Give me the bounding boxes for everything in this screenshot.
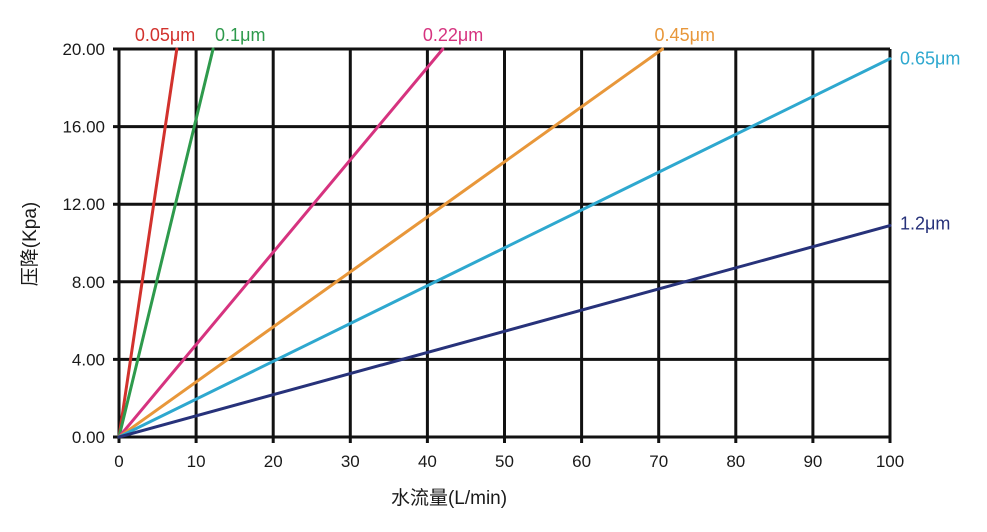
series-line bbox=[117, 47, 215, 439]
x-axis-ticks: 0 10 20 30 40 50 60 70 80 90 100 bbox=[114, 452, 904, 471]
y-axis-title: 压降(Kpa) bbox=[19, 202, 41, 286]
series-line bbox=[117, 224, 892, 439]
y-axis-ticks: 0.00 4.00 8.00 12.00 16.00 20.00 bbox=[62, 40, 105, 447]
y-tick-label: 12.00 bbox=[62, 195, 105, 214]
x-tick-label: 40 bbox=[418, 452, 437, 471]
x-tick-label: 70 bbox=[649, 452, 668, 471]
series-label: 1.2μm bbox=[900, 214, 950, 234]
grid bbox=[113, 47, 892, 443]
x-tick-label: 50 bbox=[495, 452, 514, 471]
x-tick-label: 30 bbox=[341, 452, 360, 471]
series-label: 0.65μm bbox=[900, 49, 960, 69]
y-tick-label: 16.00 bbox=[62, 118, 105, 137]
y-tick-label: 20.00 bbox=[62, 40, 105, 59]
series-label: 0.22μm bbox=[423, 25, 483, 45]
x-tick-label: 90 bbox=[803, 452, 822, 471]
series-label: 0.45μm bbox=[655, 25, 715, 45]
x-tick-label: 60 bbox=[572, 452, 591, 471]
series-line bbox=[117, 57, 892, 439]
y-tick-label: 0.00 bbox=[72, 428, 105, 447]
x-axis-title: 水流量(L/min) bbox=[391, 487, 507, 509]
y-tick-label: 8.00 bbox=[72, 273, 105, 292]
series-label: 0.1μm bbox=[215, 25, 265, 45]
x-tick-label: 100 bbox=[876, 452, 904, 471]
x-tick-label: 20 bbox=[264, 452, 283, 471]
series-lines bbox=[117, 47, 892, 439]
x-tick-label: 10 bbox=[187, 452, 206, 471]
series-labels: 0.05μm 0.1μm 0.22μm 0.45μm 0.65μm 1.2μm bbox=[135, 25, 961, 234]
series-line bbox=[117, 47, 179, 439]
y-tick-label: 4.00 bbox=[72, 350, 105, 369]
series-line bbox=[117, 47, 445, 439]
x-tick-label: 0 bbox=[114, 452, 123, 471]
series-label: 0.05μm bbox=[135, 25, 195, 45]
series-line bbox=[117, 47, 665, 439]
x-tick-label: 80 bbox=[726, 452, 745, 471]
